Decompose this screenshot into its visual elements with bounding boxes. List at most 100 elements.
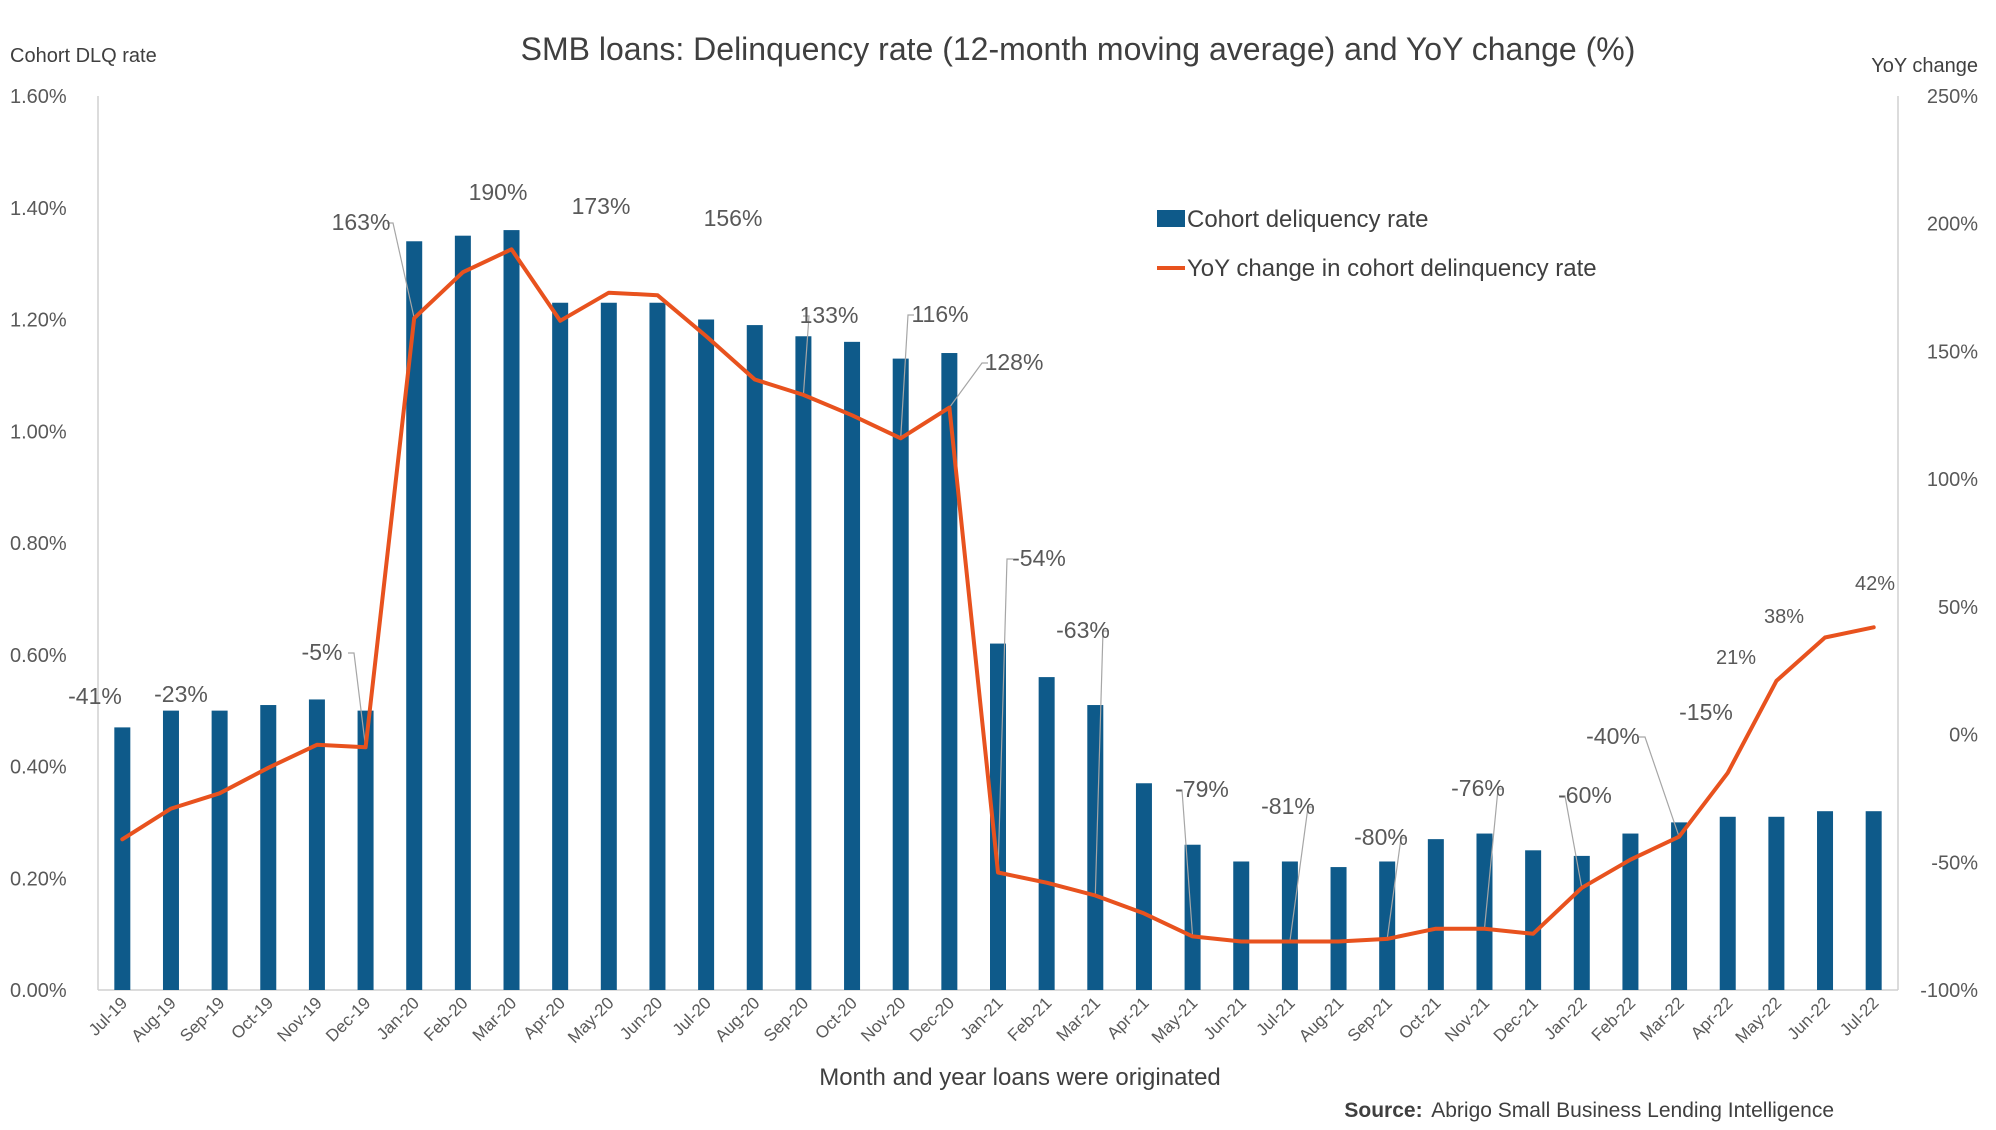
bar-series [114,230,1882,991]
bar [1719,816,1736,990]
bar [1427,839,1444,990]
bar [1525,850,1542,990]
y-tick-label: 0.40% [10,757,67,779]
bar [308,699,325,990]
x-tick-label: Jun-20 [616,993,666,1043]
x-tick-label: Jun-22 [1784,993,1834,1043]
x-tick-label: Jan-20 [373,993,423,1043]
leader-line [1176,789,1194,937]
data-label: 156% [704,205,763,231]
x-tick-label: Sep-19 [176,993,228,1045]
bar [1038,677,1055,990]
source-text: Abrigo Small Business Lending Intelligen… [1431,1099,1834,1122]
bar [406,241,423,990]
bar [1233,861,1250,990]
x-tick-label: Jan-21 [957,993,1007,1043]
y2-tick-label: 250% [1927,86,1978,108]
bar [1135,783,1152,990]
leader-line [348,652,367,748]
x-tick-label: Feb-22 [1588,993,1640,1045]
bar [1379,861,1396,990]
x-tick-label: Sep-21 [1344,993,1396,1045]
data-label: 116% [911,301,968,327]
data-label: -41% [68,683,122,709]
x-tick-label: Mar-21 [1053,993,1105,1045]
x-tick-label: May-20 [564,993,618,1047]
y-tick-label: 0.60% [10,645,67,667]
y-axis-ticks: 0.00% 0.20% 0.40% 0.60% 0.80% 1.00% 1.20% 1.40%… [10,86,67,1002]
source-note: Source: Abrigo Small Business Lending In… [1344,1099,1834,1122]
leader-line [387,222,415,319]
data-label: 190% [469,179,528,205]
x-tick-label: Oct-19 [228,993,278,1043]
y2-tick-label: 50% [1938,597,1978,619]
bar [795,336,812,990]
data-label: 173% [572,193,631,219]
y2-tick-label: -50% [1931,852,1978,874]
legend-swatch-bar [1157,210,1185,227]
y2-tick-label: 0% [1949,725,1978,747]
x-tick-label: Feb-21 [1004,993,1056,1045]
y2-axis-ticks: -100% -50% 0% 50% 100% 150% 200% 250% [1920,86,1978,1002]
x-tick-label: Oct-21 [1395,993,1445,1043]
x-tick-label: Dec-19 [322,993,374,1045]
leader-line [1386,837,1407,939]
data-label: -60% [1558,782,1612,808]
y-tick-label: 1.20% [10,310,67,332]
bar [162,710,179,990]
y2-tick-label: 200% [1927,214,1978,236]
leader-line [1289,806,1314,942]
x-tick-label: May-22 [1732,993,1786,1047]
bar [1573,855,1590,990]
leader-line [948,362,988,408]
bar [600,302,617,990]
x-tick-label: Feb-20 [420,993,472,1045]
leader-line [997,558,1013,873]
data-label: 42% [1855,573,1895,595]
leader-line [1639,736,1680,837]
bar [844,341,861,991]
y2-axis-title: YoY change [1871,55,1978,77]
data-label: -81% [1261,793,1315,819]
x-tick-label: Nov-20 [857,993,909,1045]
data-label: -5% [302,639,343,665]
source-label: Source: [1344,1099,1422,1122]
data-label: 21% [1716,647,1756,669]
y-tick-label: 1.60% [10,86,67,108]
y-tick-label: 0.20% [10,868,67,890]
x-tick-label: Sep-20 [760,993,812,1045]
data-label: -79% [1175,776,1229,802]
data-label: -63% [1056,617,1110,643]
bar [552,302,569,990]
x-tick-label: Jul-19 [85,993,131,1039]
data-label: 38% [1764,606,1804,628]
x-tick-label: Dec-21 [1490,993,1542,1045]
y2-tick-label: 150% [1927,341,1978,363]
label-leader-lines [348,222,1680,942]
x-axis-title: Month and year loans were originated [819,1064,1221,1091]
x-tick-label: Mar-22 [1636,993,1688,1045]
legend-label-line: YoY change in cohort delinquency rate [1187,255,1597,282]
legend: Cohort deliquency rate YoY change in coh… [1157,206,1597,282]
bar [1671,822,1688,990]
bar [357,710,374,990]
x-tick-label: Dec-20 [906,993,958,1045]
bar [1768,816,1785,990]
x-tick-label: Jun-21 [1200,993,1250,1043]
bar [260,705,277,990]
bar [941,353,958,990]
bar [454,235,471,990]
y2-tick-label: -100% [1920,980,1978,1002]
x-tick-label: Aug-19 [128,993,180,1045]
bar [1087,705,1104,990]
y-tick-label: 1.40% [10,198,67,220]
y-axis-title: Cohort DLQ rate [10,45,157,67]
bar [1817,811,1834,990]
bar [1281,861,1298,990]
data-label: 133% [800,302,859,328]
legend-label-bar: Cohort deliquency rate [1187,206,1428,233]
bar [698,319,715,990]
data-label: -23% [154,681,208,707]
yoy-line [120,247,1876,944]
